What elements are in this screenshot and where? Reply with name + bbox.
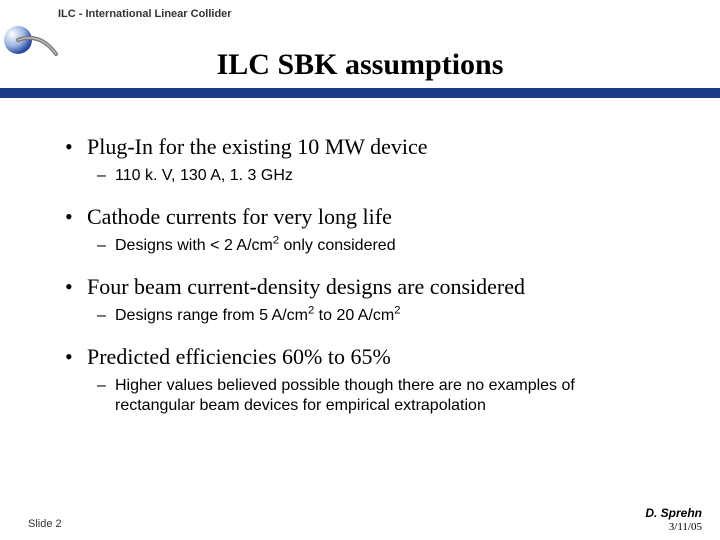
footer-author: D. Sprehn 3/11/05 [645,506,702,534]
sub-text: 110 k. V, 130 A, 1. 3 GHz [115,166,293,186]
bullet-text: Predicted efficiencies 60% to 65% [87,344,391,370]
title-underline-bar [0,88,720,98]
sub-text: Higher values believed possible though t… [115,376,655,416]
bullet-text: Plug-In for the existing 10 MW device [87,134,428,160]
slide-title: ILC SBK assumptions [0,48,720,82]
bullet-marker: • [65,274,87,300]
footer-slide-number: Slide 2 [28,518,62,530]
bullet-block: • Predicted efficiencies 60% to 65% – Hi… [65,344,665,416]
sub-marker: – [97,166,115,186]
bullet-block: • Four beam current-density designs are … [65,274,665,326]
sub-marker: – [97,376,115,396]
bullet-marker: • [65,344,87,370]
sub-marker: – [97,236,115,256]
bullet-marker: • [65,134,87,160]
footer-date: 3/11/05 [645,520,702,534]
bullet-text: Four beam current-density designs are co… [87,274,525,300]
sub-text: Designs with < 2 A/cm2 only considered [115,236,396,256]
bullet-text: Cathode currents for very long life [87,204,392,230]
content-area: • Plug-In for the existing 10 MW device … [65,116,665,432]
bullet-marker: • [65,204,87,230]
bullet-block: • Cathode currents for very long life – … [65,204,665,256]
sub-text: Designs range from 5 A/cm2 to 20 A/cm2 [115,306,400,326]
bullet-block: • Plug-In for the existing 10 MW device … [65,134,665,186]
footer-author-name: D. Sprehn [645,506,702,520]
slide: ILC - International Linear Collider ILC … [0,0,720,540]
sub-marker: – [97,306,115,326]
header-label: ILC - International Linear Collider [58,8,232,20]
